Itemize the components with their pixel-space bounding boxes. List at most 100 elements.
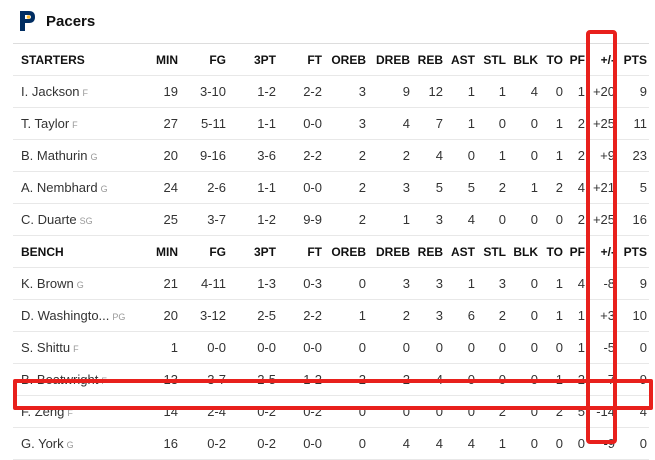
stat-ast: 4 <box>445 427 477 460</box>
column-header-pf[interactable]: PF <box>565 43 587 76</box>
stat-stl: 1 <box>477 427 508 460</box>
player-row[interactable]: D. Washingto... PG 20 3-12 2-5 2-2 1 2 3 6 2 0 1 1 +3 1… <box>13 299 649 332</box>
stat-oreb: 2 <box>324 139 368 172</box>
player-name[interactable]: T. Taylor <box>21 116 70 131</box>
player-row[interactable]: G. York G 16 0-2 0-2 0-0 0 4 4 4 1 0 0 0 -9 0 <box>13 427 649 460</box>
stat-min: 24 <box>130 171 180 204</box>
player-cell[interactable]: A. Nembhard G <box>13 171 130 204</box>
player-row[interactable]: B. Boatwright F 13 3-7 2-5 1-2 2 2 4 0 0 0 1 2 -7 9 <box>13 363 649 396</box>
stat-pts: 0 <box>617 427 649 460</box>
column-header-fg[interactable]: FG <box>180 43 228 76</box>
player-position: F <box>67 408 73 418</box>
player-cell[interactable]: T. Taylor F <box>13 107 130 140</box>
stat-ft: 0-2 <box>278 395 324 428</box>
player-row[interactable]: K. Brown G 21 4-11 1-3 0-3 0 3 3 1 3 0 1 4 -8 9 <box>13 267 649 300</box>
player-row[interactable]: B. Mathurin G 20 9-16 3-6 2-2 2 2 4 0 1 0 1 2 +9 23 <box>13 139 649 172</box>
player-cell[interactable]: I. Jackson F <box>13 75 130 108</box>
player-name[interactable]: B. Mathurin <box>21 148 88 163</box>
player-cell[interactable]: K. Brown G <box>13 267 130 300</box>
column-header-plus-minus[interactable]: +/- <box>587 235 617 268</box>
player-cell[interactable]: F. Zeng F <box>13 395 130 428</box>
column-header-blk[interactable]: BLK <box>508 43 540 76</box>
column-header-fg[interactable]: FG <box>180 235 228 268</box>
stat-ast: 1 <box>445 75 477 108</box>
column-header-pf[interactable]: PF <box>565 235 587 268</box>
stat-pts: 11 <box>617 107 649 140</box>
player-cell[interactable]: C. Duarte SG <box>13 203 130 236</box>
player-row[interactable]: F. Zeng F 14 2-4 0-2 0-2 0 0 0 0 2 0 2 5 -14 4 <box>13 395 649 428</box>
box-score-table: STARTERS MIN FG 3PT FT OREB DREB REB AST STL BLK TO… <box>13 43 649 460</box>
stat-reb: 0 <box>412 395 445 428</box>
column-header-stl[interactable]: STL <box>477 235 508 268</box>
column-header-to[interactable]: TO <box>540 43 565 76</box>
stat-stl: 0 <box>477 203 508 236</box>
column-header-oreb[interactable]: OREB <box>324 235 368 268</box>
column-header-pts[interactable]: PTS <box>617 235 649 268</box>
stat-pts: 9 <box>617 267 649 300</box>
stat-pf: 1 <box>565 331 587 364</box>
column-header-pts[interactable]: PTS <box>617 43 649 76</box>
player-name[interactable]: S. Shittu <box>21 340 71 355</box>
player-name[interactable]: K. Brown <box>21 276 74 291</box>
player-cell[interactable]: B. Mathurin G <box>13 139 130 172</box>
column-header-min[interactable]: MIN <box>130 235 180 268</box>
player-row[interactable]: A. Nembhard G 24 2-6 1-1 0-0 2 3 5 5 2 1 2 4 +21 5 <box>13 171 649 204</box>
stat-fg: 0-2 <box>180 427 228 460</box>
column-header-plus-minus[interactable]: +/- <box>587 43 617 76</box>
column-header-oreb[interactable]: OREB <box>324 43 368 76</box>
player-cell[interactable]: B. Boatwright F <box>13 363 130 396</box>
stat-dreb: 2 <box>368 363 412 396</box>
player-row[interactable]: I. Jackson F 19 3-10 1-2 2-2 3 9 12 1 1 4 0 1 +20 9 <box>13 75 649 108</box>
stat-oreb: 2 <box>324 203 368 236</box>
player-row[interactable]: S. Shittu F 1 0-0 0-0 0-0 0 0 0 0 0 0 0 1 -5 0 <box>13 331 649 364</box>
stat-3pt: 0-0 <box>228 331 278 364</box>
column-header-ast[interactable]: AST <box>445 235 477 268</box>
stat-pf: 2 <box>565 107 587 140</box>
stat-ft: 2-2 <box>278 139 324 172</box>
player-position: G <box>90 152 98 162</box>
player-row[interactable]: T. Taylor F 27 5-11 1-1 0-0 3 4 7 1 0 0 1 2 +25 11 <box>13 107 649 140</box>
column-header-min[interactable]: MIN <box>130 43 180 76</box>
team-name[interactable]: Pacers <box>46 12 96 30</box>
column-header-reb[interactable]: REB <box>412 43 445 76</box>
stat-3pt: 3-6 <box>228 139 278 172</box>
stat-reb: 0 <box>412 331 445 364</box>
player-cell[interactable]: S. Shittu F <box>13 331 130 364</box>
player-name[interactable]: C. Duarte <box>21 212 77 227</box>
player-name[interactable]: G. York <box>21 436 64 451</box>
stat-blk: 4 <box>508 75 540 108</box>
stat-min: 20 <box>130 139 180 172</box>
player-row[interactable]: C. Duarte SG 25 3-7 1-2 9-9 2 1 3 4 0 0 0 2 +25 16 <box>13 203 649 236</box>
stat-reb: 7 <box>412 107 445 140</box>
player-position: G <box>100 184 108 194</box>
player-position: F <box>73 344 79 354</box>
column-header-blk[interactable]: BLK <box>508 235 540 268</box>
player-cell[interactable]: D. Washingto... PG <box>13 299 130 332</box>
column-header-stl[interactable]: STL <box>477 43 508 76</box>
player-name[interactable]: I. Jackson <box>21 84 80 99</box>
player-position: G <box>66 440 74 450</box>
player-name[interactable]: F. Zeng <box>21 404 65 419</box>
column-header-3pt[interactable]: 3PT <box>228 235 278 268</box>
stat-to: 0 <box>540 75 565 108</box>
column-header-ast[interactable]: AST <box>445 43 477 76</box>
stat-dreb: 2 <box>368 299 412 332</box>
column-header-ft[interactable]: FT <box>278 43 324 76</box>
column-header-dreb[interactable]: DREB <box>368 43 412 76</box>
stat-plus-minus: +3 <box>587 299 617 332</box>
stat-stl: 2 <box>477 299 508 332</box>
player-cell[interactable]: G. York G <box>13 427 130 460</box>
stat-to: 1 <box>540 363 565 396</box>
stat-pf: 5 <box>565 395 587 428</box>
player-name[interactable]: A. Nembhard <box>21 180 98 195</box>
column-header-3pt[interactable]: 3PT <box>228 43 278 76</box>
player-name[interactable]: D. Washingto... <box>21 308 110 323</box>
column-header-to[interactable]: TO <box>540 235 565 268</box>
stat-pts: 23 <box>617 139 649 172</box>
column-header-reb[interactable]: REB <box>412 235 445 268</box>
player-position: G <box>76 280 84 290</box>
player-name[interactable]: B. Boatwright <box>21 372 99 387</box>
column-header-ft[interactable]: FT <box>278 235 324 268</box>
column-header-dreb[interactable]: DREB <box>368 235 412 268</box>
stat-stl: 0 <box>477 107 508 140</box>
